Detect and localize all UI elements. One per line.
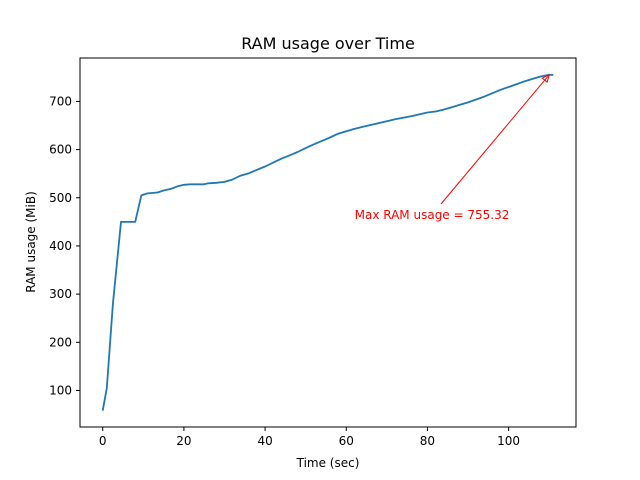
y-axis-ticks: 100 200 300 400 500 600 700 — [49, 94, 80, 397]
x-tick-label: 20 — [176, 434, 191, 448]
annotation-arrow-head — [541, 73, 550, 84]
y-axis-label: RAM usage (MiB) — [24, 191, 38, 293]
y-tick-label: 100 — [49, 383, 72, 397]
y-tick-label: 600 — [49, 143, 72, 157]
x-tick-label: 60 — [339, 434, 354, 448]
y-tick-label: 400 — [49, 239, 72, 253]
max-ram-annotation: Max RAM usage = 755.32 — [355, 208, 510, 222]
ram-usage-series-line — [101, 73, 554, 411]
x-axis-ticks: 0 20 40 60 80 100 — [99, 427, 520, 448]
annotation-layer: Max RAM usage = 755.32 — [355, 73, 550, 222]
x-tick-label: 80 — [420, 434, 435, 448]
x-tick-label: 40 — [257, 434, 272, 448]
y-tick-label: 300 — [49, 287, 72, 301]
chart-title: RAM usage over Time — [241, 34, 415, 53]
annotation-arrow-line — [440, 75, 549, 205]
plot-area — [101, 73, 554, 411]
x-tick-label: 100 — [497, 434, 520, 448]
x-axis-label: Time (sec) — [296, 456, 360, 470]
y-tick-label: 500 — [49, 191, 72, 205]
y-tick-label: 200 — [49, 335, 72, 349]
x-tick-label: 0 — [99, 434, 107, 448]
axes-frame — [79, 57, 577, 428]
y-tick-label: 700 — [49, 94, 72, 108]
